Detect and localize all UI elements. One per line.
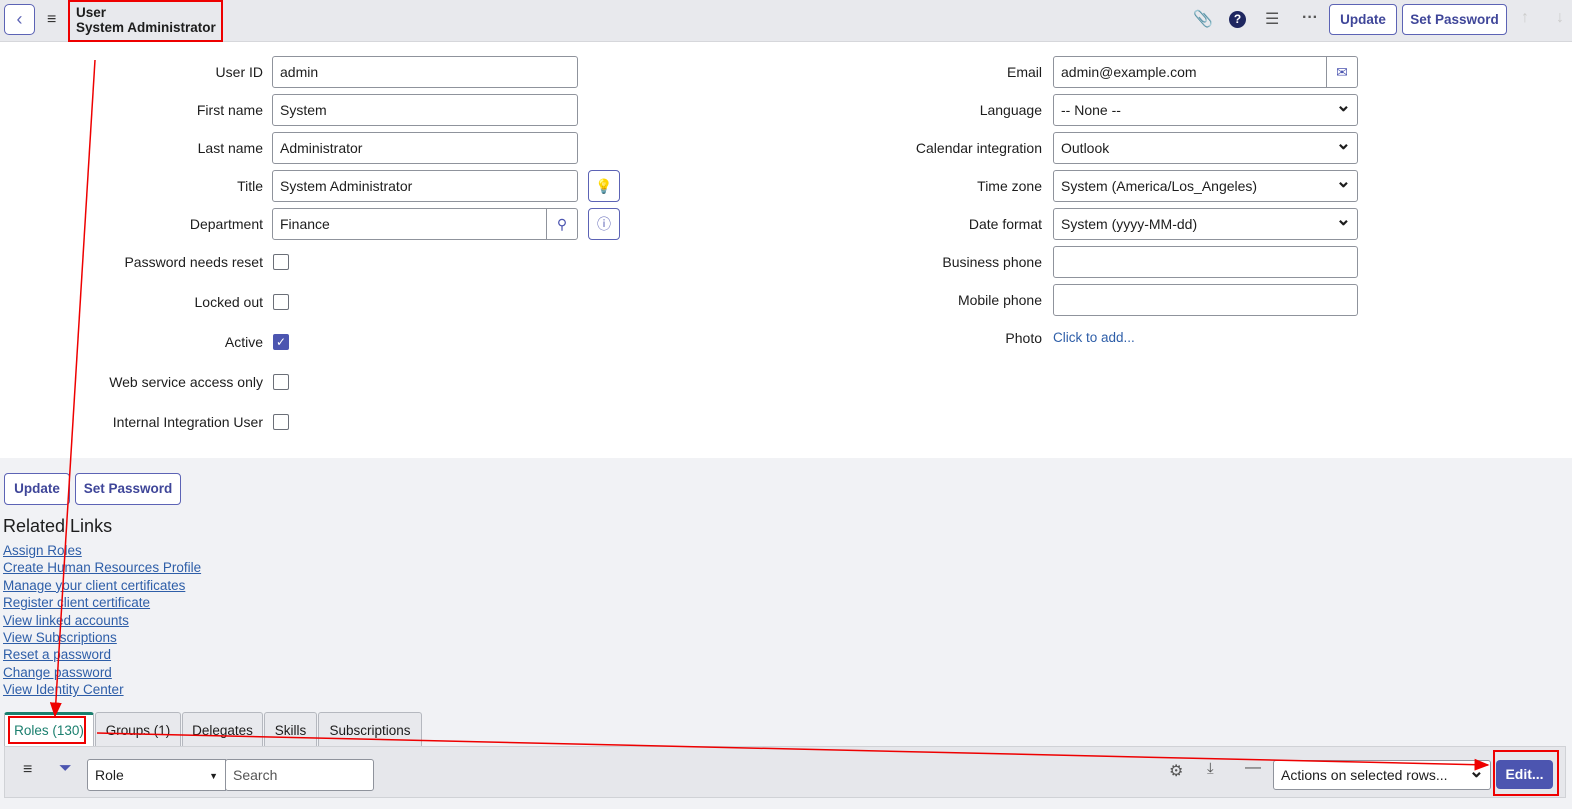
field-label: Mobile phone <box>957 292 1042 308</box>
field-label: First name <box>196 102 263 118</box>
email-icon[interactable]: ✉ <box>1326 57 1357 87</box>
form-header: ‹ ≡ User System Administrator 📎 ? ☰ ··· U… <box>0 0 1572 42</box>
search-input[interactable]: Search <box>225 759 374 791</box>
field-input[interactable] <box>1053 284 1358 316</box>
bottom-update-button[interactable]: Update <box>4 473 70 505</box>
previous-record-icon[interactable]: ↑ <box>1521 9 1529 26</box>
annotation-box-roles-tab <box>8 716 86 744</box>
tab-subscriptions[interactable]: Subscriptions <box>318 712 422 746</box>
field-label: Time zone <box>977 178 1042 194</box>
related-link[interactable]: Register client certificate <box>3 595 151 611</box>
field-input[interactable]: admin@example.com <box>1053 56 1358 88</box>
search-field-select[interactable]: Role ▼ <box>87 759 226 791</box>
field-input[interactable]: System (yyyy-MM-dd) <box>1053 208 1358 240</box>
bottom-set-password-button[interactable]: Set Password <box>75 473 181 505</box>
help-icon[interactable]: ? <box>1229 11 1246 28</box>
checkbox[interactable] <box>273 374 289 390</box>
checkbox-label: Locked out <box>194 294 264 310</box>
annotation-arrow <box>49 59 96 718</box>
list-menu-icon[interactable]: ≡ <box>23 761 33 778</box>
checkbox-label: Active <box>224 334 263 350</box>
checkbox[interactable] <box>273 414 289 430</box>
collapse-icon[interactable]: — <box>1245 759 1261 776</box>
related-link[interactable]: View Identity Center <box>3 682 124 698</box>
checkbox-label: Password needs reset <box>124 254 263 270</box>
checkbox[interactable] <box>273 294 289 310</box>
field-label: User ID <box>215 64 263 80</box>
checkbox[interactable] <box>273 254 289 270</box>
filter-icon[interactable]: ⏷ <box>59 760 72 777</box>
related-links-title: Related Links <box>3 516 113 536</box>
edit-button[interactable]: Edit... <box>1496 760 1553 789</box>
set-password-button[interactable]: Set Password <box>1402 4 1507 35</box>
field-label: Department <box>189 216 263 232</box>
related-link[interactable]: Manage your client certificates <box>3 577 186 593</box>
field-label: Date format <box>968 216 1042 232</box>
related-link[interactable]: Assign Roles <box>3 543 82 558</box>
tab-delegates[interactable]: Delegates <box>182 712 263 746</box>
checkbox-label: Web service access only <box>109 374 263 390</box>
field-input[interactable]: System <box>272 94 578 126</box>
field-input[interactable]: System Administrator <box>272 170 578 202</box>
field-label: Calendar integration <box>915 140 1042 156</box>
next-record-icon[interactable]: ↓ <box>1556 9 1564 26</box>
field-label: Business phone <box>942 254 1042 270</box>
related-link[interactable]: Reset a password <box>3 647 112 663</box>
checkbox[interactable]: ✓ <box>273 334 289 350</box>
field-input[interactable]: Outlook <box>1053 132 1358 164</box>
field-label: Title <box>237 178 263 194</box>
related-link[interactable]: View linked accounts <box>3 612 129 628</box>
photo-link[interactable]: Click to add... <box>1053 330 1135 345</box>
settings-sliders-icon[interactable]: ☰ <box>1265 11 1280 28</box>
record-name: System Administrator <box>76 20 216 35</box>
field-input[interactable] <box>1053 246 1358 278</box>
record-type: User <box>76 5 107 20</box>
info-icon[interactable]: ⓘ <box>588 208 620 240</box>
gear-icon[interactable]: ⚙ <box>1169 763 1184 780</box>
field-input[interactable]: admin <box>272 56 578 88</box>
annotation-arrow <box>96 732 1490 771</box>
photo-label: Photo <box>1005 330 1042 346</box>
field-input[interactable]: Administrator <box>272 132 578 164</box>
user-form: User ID admin First name System Last name Adm… <box>0 42 1572 458</box>
back-button[interactable]: ‹ <box>4 4 35 35</box>
field-input[interactable]: System (America/Los_Angeles) <box>1053 170 1358 202</box>
list-toolbar: ≡ ⏷ Role ▼ Search ⚙ ⤓ — Actions on select… <box>4 746 1566 798</box>
more-icon[interactable]: ··· <box>1302 9 1318 26</box>
paperclip-icon[interactable]: 📎 <box>1193 11 1213 28</box>
download-icon[interactable]: ⤓ <box>1207 760 1214 777</box>
checkbox-label: Internal Integration User <box>112 414 263 430</box>
search-icon[interactable]: ⚲ <box>546 209 577 239</box>
field-input[interactable]: Finance <box>272 208 578 240</box>
update-button[interactable]: Update <box>1329 4 1397 35</box>
field-label: Language <box>979 102 1042 118</box>
field-input[interactable]: -- None -- <box>1053 94 1358 126</box>
context-menu-icon[interactable]: ≡ <box>47 11 57 28</box>
field-label: Last name <box>197 140 263 156</box>
related-link[interactable]: Create Human Resources Profile <box>3 560 202 576</box>
field-label: Email <box>1006 64 1042 80</box>
lightbulb-icon[interactable]: 💡 <box>588 170 620 202</box>
annotation-box-edit <box>1493 750 1559 796</box>
actions-select[interactable]: Actions on selected rows... <box>1273 760 1491 790</box>
tab-skills[interactable]: Skills <box>264 712 317 746</box>
record-title: User System Administrator <box>68 0 223 42</box>
